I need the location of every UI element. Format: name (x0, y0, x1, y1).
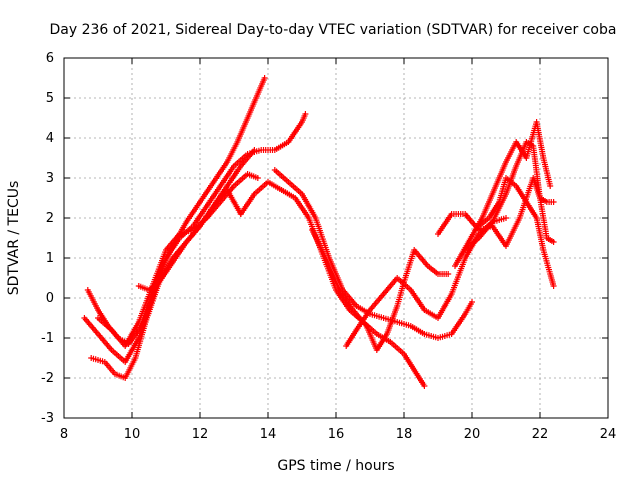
x-tick-label: 10 (124, 427, 141, 442)
y-tick-label: 4 (46, 131, 54, 146)
x-tick-label: 18 (396, 427, 413, 442)
series-track-f (237, 179, 428, 389)
x-tick-label: 20 (464, 427, 481, 442)
chart-title: Day 236 of 2021, Sidereal Day-to-day VTE… (50, 22, 617, 38)
grid (64, 58, 608, 418)
y-tick-label: -3 (41, 411, 54, 426)
series-track-i (343, 215, 509, 349)
data-point-markers (135, 187, 244, 293)
series-track-m (475, 175, 557, 289)
x-tick-labels: 8 10 12 14 16 18 20 22 24 (60, 427, 616, 442)
y-tick-label: 1 (46, 251, 54, 266)
series-track-d (95, 171, 261, 349)
y-tick-label: 5 (46, 91, 54, 106)
y-tick-label: -1 (41, 331, 54, 346)
data-point-markers (309, 227, 452, 353)
y-tick-label: -2 (41, 371, 54, 386)
series-layer (81, 75, 557, 389)
series-track-e (135, 187, 244, 293)
data-point-markers (475, 175, 557, 289)
x-tick-label: 8 (60, 427, 68, 442)
y-axis-label: SDTVAR / TECUs (6, 181, 22, 296)
y-tick-label: 3 (46, 171, 54, 186)
x-axis-label: GPS time / hours (277, 458, 394, 474)
x-tick-label: 16 (328, 427, 345, 442)
data-point-markers (271, 167, 475, 341)
data-point-markers (343, 215, 509, 349)
x-tick-label: 24 (600, 427, 617, 442)
y-tick-label: 0 (46, 291, 54, 306)
data-point-markers (237, 179, 428, 389)
series-track-b (81, 111, 309, 365)
x-tick-label: 22 (532, 427, 549, 442)
series-track-g (271, 167, 475, 341)
data-point-markers (462, 139, 557, 253)
y-tick-labels: -3 -2 -1 0 1 2 3 4 5 6 (41, 51, 54, 426)
y-tick-label: 6 (46, 51, 54, 66)
x-tick-label: 14 (260, 427, 277, 442)
y-tick-label: 2 (46, 211, 54, 226)
data-point-markers (95, 171, 261, 349)
plot-frame (63, 57, 609, 419)
data-point-markers (81, 111, 309, 365)
series-track-l (462, 139, 557, 253)
series-track-h (309, 227, 452, 353)
x-tick-label: 12 (192, 427, 209, 442)
